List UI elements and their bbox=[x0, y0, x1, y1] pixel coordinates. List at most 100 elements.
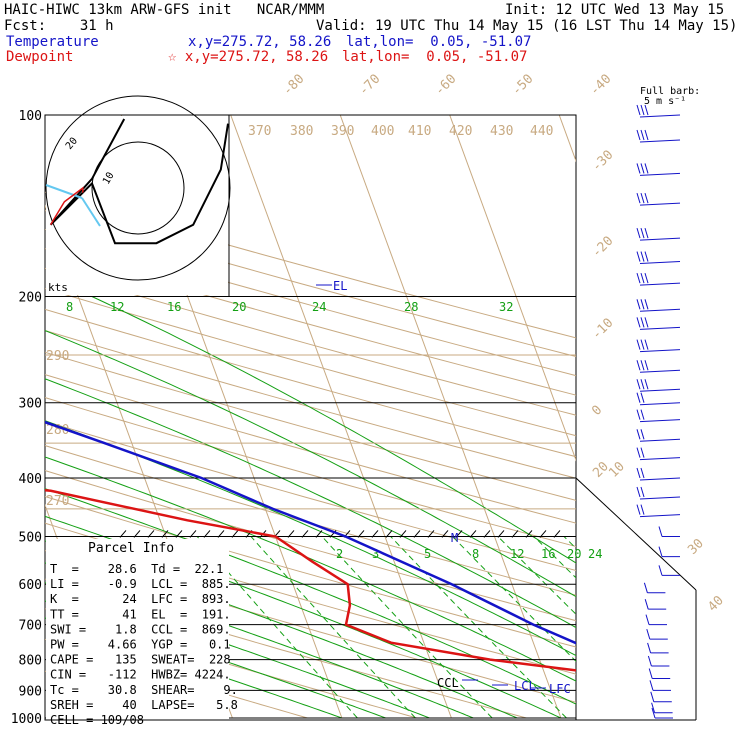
mixing-ratio-label: 8 bbox=[472, 547, 479, 561]
wind-barb-staff bbox=[639, 202, 681, 206]
wind-barb bbox=[636, 409, 681, 423]
hodograph-ring-outer bbox=[45, 95, 231, 281]
wind-barb-flag bbox=[648, 668, 653, 679]
wind-barb-staff bbox=[639, 388, 681, 392]
wind-barb-flag bbox=[640, 163, 645, 174]
wind-barb bbox=[636, 447, 681, 461]
wind-barb-flag bbox=[640, 467, 645, 479]
isotherm-label: -20 bbox=[589, 234, 616, 261]
wind-barb bbox=[645, 614, 667, 626]
parcel-info-box bbox=[46, 539, 229, 719]
hatch-mark bbox=[231, 530, 239, 538]
hatch-mark bbox=[497, 530, 505, 538]
hatch-mark bbox=[399, 530, 407, 538]
mixing-ratio-line bbox=[196, 536, 358, 719]
hatch-mark bbox=[385, 530, 393, 538]
wind-barb-flag bbox=[644, 379, 649, 390]
wind-barb bbox=[636, 227, 681, 241]
wind-barb-staff bbox=[639, 438, 681, 442]
annotation-el: EL bbox=[333, 279, 347, 293]
wind-barb-flag bbox=[647, 642, 652, 654]
isotherm-label: -30 bbox=[589, 148, 616, 175]
wind-barb-flag bbox=[644, 163, 649, 174]
wind-barb-flag bbox=[636, 379, 641, 390]
mixing-ratio-label: 5 bbox=[424, 547, 431, 561]
isotherm-label: 30 bbox=[685, 536, 707, 558]
wind-barb-staff bbox=[639, 261, 681, 265]
annotation-ccl: CCL bbox=[437, 676, 459, 690]
pressure-tick-label: 400 bbox=[19, 472, 42, 487]
mixing-ratio-label: 20 bbox=[567, 547, 581, 561]
pressure-tick-label: 800 bbox=[19, 654, 42, 669]
parcel-info-row: Tc = 30.8 SHEAR= 9. bbox=[50, 683, 238, 697]
wind-barb-flag bbox=[636, 447, 641, 458]
wind-barb bbox=[636, 251, 681, 265]
isotherm-label: -60 bbox=[432, 72, 459, 99]
wind-barb-staff bbox=[639, 308, 681, 312]
wind-barb-flag bbox=[636, 192, 641, 204]
dewpoint-legend-coords: ☆ x,y=275.72, 58.26 bbox=[168, 49, 329, 65]
wind-barb bbox=[636, 467, 681, 481]
wind-barb-flag bbox=[651, 707, 656, 719]
hatch-mark bbox=[539, 530, 547, 538]
wind-barb bbox=[647, 642, 669, 654]
wind-barb bbox=[636, 163, 681, 176]
pressure-tick-label: 500 bbox=[19, 530, 42, 545]
wind-barb bbox=[636, 504, 681, 518]
theta-label: 270 bbox=[46, 494, 69, 509]
wind-barb-flag bbox=[636, 504, 641, 515]
header-line2-left: Fcst: 31 h bbox=[4, 18, 114, 34]
barb-key-line1: Full barb: bbox=[640, 86, 700, 97]
hatch-mark bbox=[147, 530, 155, 538]
wind-barb bbox=[636, 272, 681, 286]
wind-barb-staff bbox=[639, 419, 681, 423]
theta-label: 430 bbox=[490, 124, 513, 139]
wind-barb-flag bbox=[636, 299, 641, 310]
wind-barb-flag bbox=[644, 192, 649, 204]
temperature-legend-label: Temperature bbox=[6, 34, 99, 50]
wind-barb-flag bbox=[640, 360, 645, 371]
wind-barb bbox=[650, 691, 672, 703]
isotherm-label: -40 bbox=[587, 72, 614, 99]
mixing-ratio-label: 12 bbox=[110, 300, 124, 314]
wind-barb bbox=[636, 192, 681, 206]
theta-label: 400 bbox=[371, 124, 394, 139]
parcel-info-row: SWI = 1.8 CCL = 869. bbox=[50, 622, 231, 636]
mixing-ratio-label: 32 bbox=[499, 300, 513, 314]
temperature-legend-latlon: lat,lon= 0.05, -51.07 bbox=[346, 34, 532, 50]
mixing-ratio-label: 16 bbox=[541, 547, 555, 561]
wind-barb-flag bbox=[636, 467, 641, 479]
theta-label: 370 bbox=[248, 124, 271, 139]
mixing-ratio-label: 2 bbox=[336, 547, 343, 561]
mixing-ratio-line bbox=[250, 536, 416, 719]
mixing-ratio-label: 3 bbox=[372, 547, 379, 561]
dry-adiabat-line bbox=[45, 578, 527, 719]
pressure-tick-label: 600 bbox=[19, 578, 42, 593]
isotherm-line bbox=[339, 115, 562, 719]
wind-barb-flag bbox=[636, 360, 641, 371]
dry-adiabat-line bbox=[45, 470, 576, 622]
wind-barb-flag bbox=[644, 599, 649, 610]
hatch-mark bbox=[119, 530, 127, 538]
wind-barb-flag bbox=[658, 546, 663, 557]
wind-barb-flag bbox=[644, 104, 649, 116]
wind-barb bbox=[643, 582, 666, 594]
hatch-mark bbox=[133, 530, 141, 538]
hatch-mark bbox=[455, 530, 463, 538]
hodograph-ring-label: 10 bbox=[101, 171, 117, 187]
wind-barb-flag bbox=[640, 251, 645, 262]
theta-label: 420 bbox=[449, 124, 472, 139]
wind-barb-staff bbox=[639, 282, 681, 286]
wind-barb bbox=[636, 360, 681, 373]
wind-barb-flag bbox=[636, 317, 641, 328]
moist-adiabat-line bbox=[45, 515, 562, 719]
wind-barb-flag bbox=[636, 104, 641, 116]
mixing-ratio-label: 24 bbox=[312, 300, 326, 314]
wind-barb-flag bbox=[640, 486, 645, 498]
wind-barb-staff bbox=[639, 402, 681, 406]
isotherm-line bbox=[449, 115, 576, 462]
parcel-info-row: T = 28.6 Td = 22.1 bbox=[50, 562, 223, 576]
wind-barb bbox=[636, 486, 681, 500]
annotation-lfc: LFC bbox=[549, 682, 571, 696]
pressure-tick-label: 300 bbox=[19, 397, 42, 412]
